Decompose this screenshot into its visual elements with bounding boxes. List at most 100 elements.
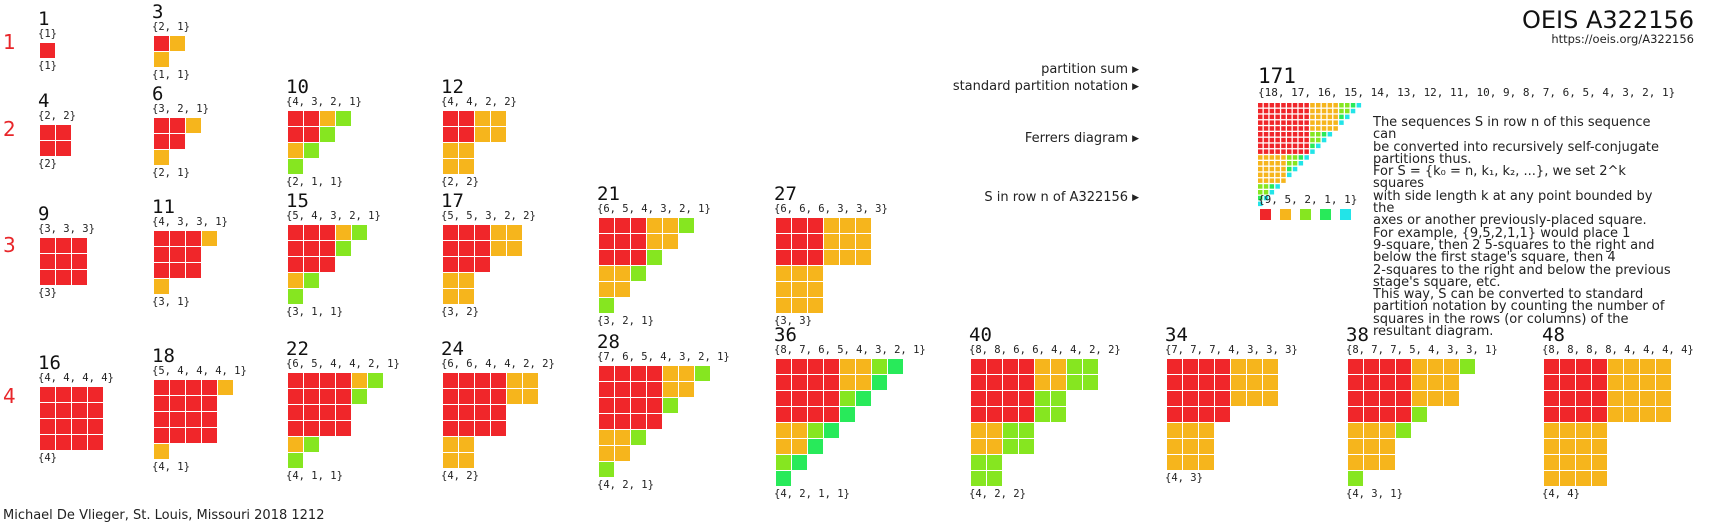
partition-cell	[475, 257, 490, 272]
partition-cell	[647, 234, 662, 249]
partition-cell	[1592, 391, 1607, 406]
standard-notation: {3, 2, 1}	[152, 103, 209, 115]
partition-sum: 6	[152, 83, 164, 105]
legend-cell	[1258, 149, 1263, 154]
partition-cell	[170, 231, 185, 246]
sequence-s: {3}	[38, 287, 57, 299]
standard-notation: {5, 5, 3, 2, 2}	[441, 210, 536, 222]
legend-cell	[1269, 103, 1275, 108]
legend-cell	[1298, 161, 1304, 166]
legend-cell	[1304, 126, 1309, 131]
partition-cell	[872, 375, 887, 390]
legend-cell	[1263, 120, 1269, 125]
partition-cell	[1412, 359, 1427, 374]
standard-notation: {7, 7, 7, 4, 3, 3, 3}	[1165, 344, 1298, 356]
ferrers-diagram	[288, 373, 383, 468]
partition-cell	[776, 455, 791, 470]
legend-cell	[1263, 114, 1269, 120]
legend-cell	[1321, 126, 1327, 131]
partition-cell	[647, 366, 662, 381]
legend-cell	[1275, 120, 1280, 125]
partition-cell	[88, 419, 103, 434]
partition-cell	[1576, 391, 1591, 406]
legend-cell	[1287, 161, 1292, 166]
partition-cell	[304, 389, 319, 404]
legend-cell	[1298, 120, 1304, 125]
partition-cell	[443, 111, 458, 126]
sequence-s: {4, 1, 1}	[286, 470, 343, 482]
ferrers-diagram	[40, 238, 87, 285]
legend-cell	[1292, 114, 1298, 120]
ferrers-diagram	[154, 36, 185, 67]
legend-cell	[1310, 114, 1315, 120]
partition-cell	[1560, 391, 1575, 406]
partition-cell	[336, 225, 351, 240]
sequence-s: {4, 4}	[1542, 488, 1580, 500]
partition-cell	[1412, 375, 1427, 390]
legend-s-values: {9, 5, 2, 1, 1}	[1258, 193, 1358, 206]
partition-cell	[1003, 407, 1018, 422]
standard-notation: {8, 7, 7, 5, 4, 3, 3, 1}	[1346, 344, 1498, 356]
partition-cell	[523, 373, 538, 388]
partition-cell	[352, 373, 367, 388]
legend-cell	[1281, 143, 1286, 149]
legend-cell	[1263, 143, 1269, 149]
oeis-url[interactable]: https://oeis.org/A322156	[1551, 32, 1694, 46]
partition-cell	[1592, 375, 1607, 390]
partition-cell	[1167, 455, 1182, 470]
partition-cell	[792, 423, 807, 438]
partition-cell	[647, 414, 662, 429]
legend-cell	[1298, 108, 1304, 114]
legend-cell	[1304, 114, 1309, 120]
partition-cell	[792, 250, 807, 265]
partition-cell	[1560, 455, 1575, 470]
legend-cell	[1275, 166, 1280, 172]
legend-cell	[1269, 126, 1275, 131]
partition-cell	[170, 134, 185, 149]
partition-cell	[776, 298, 791, 313]
partition-cell	[1396, 407, 1411, 422]
partition-cell	[443, 289, 458, 304]
partition-cell	[987, 423, 1002, 438]
sequence-s: {4, 2, 1}	[597, 479, 654, 491]
partition-cell	[1412, 391, 1427, 406]
legend-cell	[1281, 103, 1286, 108]
partition-cell	[971, 359, 986, 374]
legend-cell	[1345, 108, 1350, 114]
partition-sum: 9	[38, 203, 50, 225]
partition-cell	[647, 250, 662, 265]
partition-cell	[599, 382, 614, 397]
partition-cell	[792, 407, 807, 422]
ferrers-diagram	[288, 225, 367, 304]
partition-cell	[304, 241, 319, 256]
partition-cell	[808, 250, 823, 265]
legend-cell	[1258, 166, 1263, 172]
partition-cell	[1560, 375, 1575, 390]
partition-cell	[1183, 359, 1198, 374]
partition-cell	[304, 273, 319, 288]
author-credit: Michael De Vlieger, St. Louis, Missouri …	[3, 508, 325, 523]
legend-cell	[1310, 120, 1315, 125]
partition-cell	[663, 234, 678, 249]
standard-notation: {4, 4, 2, 2}	[441, 96, 517, 108]
partition-cell	[40, 141, 55, 156]
partition-cell	[507, 225, 522, 240]
legend-cell	[1321, 137, 1327, 143]
partition-cell	[202, 428, 217, 443]
partition-cell	[840, 407, 855, 422]
legend-cell	[1281, 108, 1286, 114]
partition-cell	[1444, 391, 1459, 406]
partition-cell	[186, 118, 201, 133]
partition-cell	[1560, 407, 1575, 422]
standard-notation: {6, 5, 4, 3, 2, 1}	[597, 203, 711, 215]
partition-cell	[1067, 375, 1082, 390]
legend-cell	[1304, 108, 1309, 114]
partition-cell	[1396, 375, 1411, 390]
partition-cell	[40, 125, 55, 140]
legend-cell	[1316, 120, 1321, 125]
partition-cell	[320, 373, 335, 388]
legend-cell	[1327, 126, 1333, 131]
legend-cell	[1275, 114, 1280, 120]
legend-cell	[1275, 103, 1280, 108]
legend-cell	[1327, 120, 1333, 125]
